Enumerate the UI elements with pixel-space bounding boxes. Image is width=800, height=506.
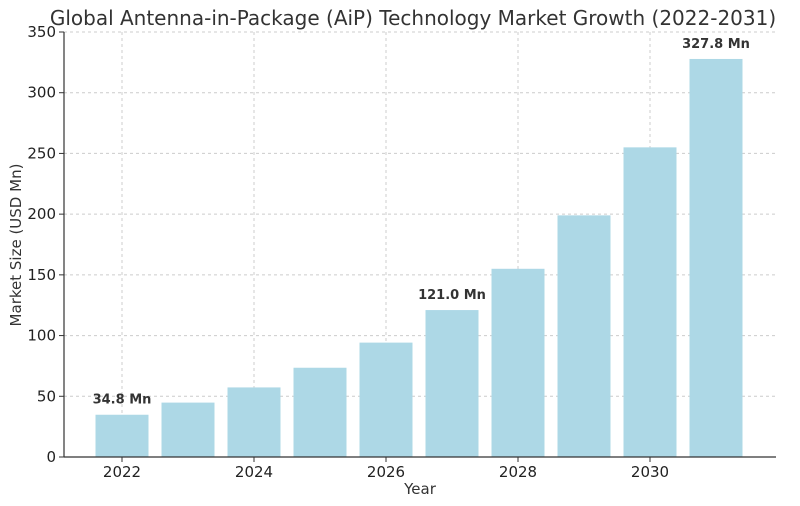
- bar-2028: [491, 268, 545, 457]
- y-axis-label: Market Size (USD Mn): [7, 164, 25, 327]
- y-tick-label: 250: [27, 144, 56, 162]
- x-axis-label: Year: [403, 480, 437, 498]
- bar-2027: [425, 310, 479, 457]
- x-tick-label: 2028: [499, 463, 537, 481]
- data-label-2031: 327.8 Mn: [682, 37, 750, 52]
- y-axis-ticks: 0 50 100 150 200 250 300 350: [27, 23, 64, 466]
- y-tick-label: 350: [27, 23, 56, 41]
- y-tick-label: 50: [37, 387, 56, 405]
- x-tick-label: 2022: [103, 463, 141, 481]
- data-labels: 34.8 Mn 121.0 Mn 327.8 Mn: [93, 37, 750, 408]
- bar-2030: [623, 147, 677, 457]
- bar-2024: [227, 387, 281, 457]
- x-axis-ticks: 2022 2024 2026 2028 2030: [103, 457, 669, 481]
- y-tick-label: 0: [46, 448, 56, 466]
- data-label-2022: 34.8 Mn: [93, 393, 152, 408]
- y-tick-label: 150: [27, 266, 56, 284]
- bar-2022: [95, 414, 149, 457]
- bar-2025: [293, 367, 347, 457]
- bars: [95, 58, 743, 457]
- y-tick-label: 300: [27, 84, 56, 102]
- chart-title: Global Antenna-in-Package (AiP) Technolo…: [50, 6, 776, 30]
- bar-2029: [557, 215, 611, 457]
- bar-2023: [161, 402, 215, 457]
- bar-2026: [359, 342, 413, 457]
- x-tick-label: 2026: [367, 463, 405, 481]
- y-tick-label: 100: [27, 327, 56, 345]
- bar-2031: [689, 58, 743, 457]
- data-label-2027: 121.0 Mn: [418, 288, 486, 303]
- y-tick-label: 200: [27, 205, 56, 223]
- x-tick-label: 2030: [631, 463, 669, 481]
- x-tick-label: 2024: [235, 463, 273, 481]
